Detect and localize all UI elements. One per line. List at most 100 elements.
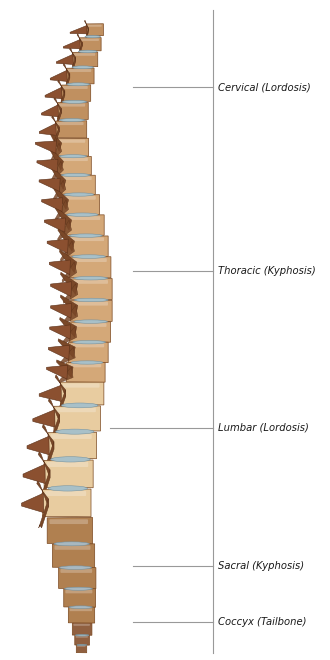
Polygon shape [62, 262, 77, 282]
Polygon shape [53, 127, 59, 145]
Polygon shape [51, 161, 63, 182]
FancyBboxPatch shape [73, 624, 90, 626]
Text: Thoracic (Kyphosis): Thoracic (Kyphosis) [217, 265, 315, 276]
Polygon shape [39, 123, 56, 135]
Polygon shape [64, 215, 104, 235]
Polygon shape [58, 80, 65, 96]
Polygon shape [58, 228, 75, 251]
Polygon shape [61, 85, 91, 101]
FancyBboxPatch shape [71, 258, 107, 262]
Polygon shape [44, 442, 54, 469]
Polygon shape [39, 499, 49, 528]
Ellipse shape [72, 66, 93, 69]
FancyBboxPatch shape [54, 546, 90, 550]
Ellipse shape [54, 542, 89, 546]
Ellipse shape [67, 213, 98, 216]
Polygon shape [47, 366, 68, 379]
Polygon shape [64, 589, 96, 607]
Polygon shape [47, 517, 92, 544]
FancyBboxPatch shape [57, 139, 85, 143]
Ellipse shape [85, 36, 100, 38]
Polygon shape [58, 102, 88, 119]
FancyBboxPatch shape [57, 122, 83, 125]
Polygon shape [63, 306, 78, 324]
Text: Lumbar (Lordosis): Lumbar (Lordosis) [217, 422, 309, 433]
Polygon shape [53, 185, 69, 209]
Polygon shape [69, 257, 111, 278]
Polygon shape [48, 432, 96, 459]
Polygon shape [50, 414, 59, 441]
Polygon shape [63, 284, 78, 304]
Polygon shape [43, 489, 91, 517]
Polygon shape [60, 272, 78, 294]
Polygon shape [21, 493, 44, 513]
Polygon shape [58, 339, 75, 358]
Polygon shape [54, 406, 101, 431]
Polygon shape [56, 54, 73, 65]
Ellipse shape [69, 606, 92, 609]
Ellipse shape [75, 634, 89, 636]
Polygon shape [35, 141, 56, 153]
Ellipse shape [74, 277, 108, 280]
FancyBboxPatch shape [81, 38, 99, 41]
Polygon shape [70, 48, 76, 61]
Ellipse shape [61, 174, 90, 177]
Polygon shape [75, 635, 89, 645]
Polygon shape [59, 367, 73, 383]
Polygon shape [72, 623, 92, 635]
FancyBboxPatch shape [72, 323, 107, 327]
Text: Cervical (Lordosis): Cervical (Lordosis) [217, 82, 310, 92]
Polygon shape [51, 166, 66, 189]
Ellipse shape [67, 83, 90, 86]
Polygon shape [73, 52, 98, 67]
Ellipse shape [61, 403, 98, 408]
FancyBboxPatch shape [59, 158, 88, 161]
FancyBboxPatch shape [87, 24, 102, 26]
FancyBboxPatch shape [60, 569, 92, 573]
FancyBboxPatch shape [63, 86, 88, 89]
Polygon shape [47, 239, 68, 253]
Ellipse shape [70, 234, 102, 238]
Polygon shape [55, 206, 72, 230]
Ellipse shape [75, 298, 108, 302]
Ellipse shape [73, 341, 106, 344]
Polygon shape [78, 42, 82, 56]
Ellipse shape [59, 154, 87, 158]
FancyBboxPatch shape [70, 344, 104, 347]
Polygon shape [27, 436, 49, 455]
FancyBboxPatch shape [70, 609, 92, 611]
Polygon shape [80, 38, 101, 51]
Polygon shape [44, 460, 93, 488]
Ellipse shape [55, 429, 94, 434]
FancyBboxPatch shape [74, 53, 95, 56]
Polygon shape [85, 28, 88, 40]
Polygon shape [77, 34, 82, 46]
Polygon shape [50, 71, 67, 81]
Polygon shape [37, 159, 58, 172]
Ellipse shape [59, 566, 91, 570]
Text: Sacral (Kyphosis): Sacral (Kyphosis) [217, 561, 304, 572]
Polygon shape [44, 218, 65, 232]
Polygon shape [55, 375, 66, 397]
FancyBboxPatch shape [73, 302, 108, 306]
FancyBboxPatch shape [68, 69, 91, 72]
FancyBboxPatch shape [59, 104, 85, 107]
Ellipse shape [48, 486, 87, 491]
Polygon shape [42, 424, 54, 449]
Polygon shape [86, 24, 103, 36]
Polygon shape [68, 342, 108, 363]
Polygon shape [59, 249, 77, 273]
Polygon shape [60, 381, 104, 405]
Polygon shape [50, 143, 62, 163]
Polygon shape [48, 399, 59, 422]
Polygon shape [70, 26, 87, 34]
Polygon shape [58, 568, 96, 589]
Polygon shape [67, 236, 108, 256]
Polygon shape [60, 317, 77, 337]
Polygon shape [48, 128, 62, 151]
Polygon shape [42, 198, 63, 211]
Polygon shape [62, 327, 77, 345]
Polygon shape [68, 607, 95, 623]
Ellipse shape [64, 587, 92, 590]
FancyBboxPatch shape [73, 280, 108, 284]
